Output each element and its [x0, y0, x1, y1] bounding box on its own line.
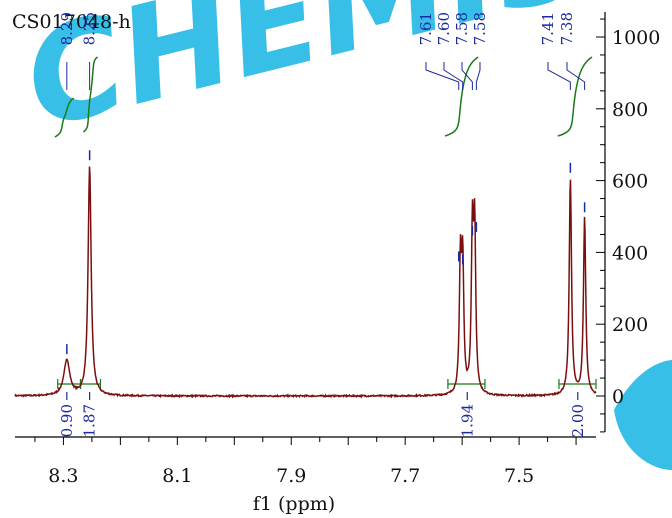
peak-label: 8.25 [81, 12, 99, 45]
peak-label: 7.58 [471, 12, 489, 45]
axes: 8.3 8.1 7.9 7.7 7.5 0 200 400 600 800 1000 [15, 12, 660, 487]
x-tick-label: 7.9 [276, 465, 306, 487]
peak-label: 7.61 [417, 12, 435, 45]
x-tick-label: 7.7 [390, 465, 420, 487]
integral-curve [557, 56, 593, 137]
chart-title: CS017048-h [12, 11, 131, 33]
x-axis-title: f1 (ppm) [253, 493, 335, 515]
y-tick-label: 1000 [612, 27, 660, 49]
spectrum-line [14, 166, 597, 399]
peak-labels: 8.29 8.25 7.61 7.60 7.58 7.58 7.41 7.38 [58, 12, 586, 355]
y-tick-label: 400 [612, 242, 648, 264]
peak-label-connector [475, 62, 481, 90]
y-tick-label: 800 [612, 99, 648, 121]
peak-label: 7.58 [453, 12, 471, 45]
peak-label-connector [566, 62, 586, 90]
integral-value: 1.94 [458, 404, 476, 437]
peak-label-connector [547, 62, 571, 90]
x-tick-label: 8.3 [48, 465, 78, 487]
integral-curve [82, 56, 99, 133]
integral-curves: 0.90 1.87 1.94 2.00 [54, 56, 597, 437]
peak-label: 7.41 [539, 12, 557, 45]
peak-label-connector [443, 62, 464, 90]
integral-value: 1.87 [81, 404, 99, 437]
integral-curve [54, 97, 75, 138]
peak-label: 8.29 [58, 12, 76, 45]
watermark-shape [614, 360, 672, 470]
peak-label-connector [461, 62, 473, 90]
x-tick-label: 8.1 [162, 465, 192, 487]
peak-label-connector [425, 62, 460, 90]
x-tick-label: 7.5 [504, 465, 534, 487]
integral-value: 2.00 [569, 404, 587, 437]
peak-label: 7.60 [435, 12, 453, 45]
y-tick-label: 200 [612, 314, 648, 336]
y-tick-label: 0 [612, 386, 624, 408]
peak-label: 7.38 [558, 12, 576, 45]
y-tick-label: 600 [612, 171, 648, 193]
watermark: CHEMIS [10, 0, 672, 470]
integral-value: 0.90 [58, 404, 76, 437]
integral-curve [444, 56, 479, 137]
